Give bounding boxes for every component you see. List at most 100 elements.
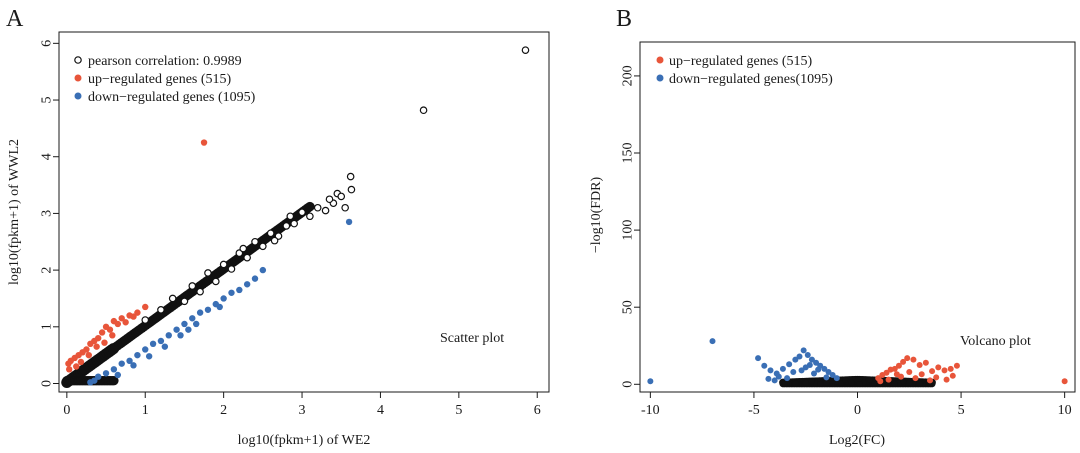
data-point-neutral — [782, 380, 788, 387]
data-point-neutral — [313, 203, 322, 212]
y-tick-label: 2 — [40, 267, 55, 274]
data-point-down — [806, 362, 813, 369]
data-point-down — [798, 367, 805, 374]
panel-a-y-axis-title: log10(fpkm+1) of WWL2 — [7, 139, 22, 285]
data-point-neutral — [848, 379, 855, 386]
data-point-down — [236, 286, 243, 294]
data-point-down — [829, 372, 836, 379]
data-point-down — [796, 353, 803, 360]
data-point-neutral — [802, 379, 809, 386]
data-point-neutral — [282, 222, 291, 230]
data-point-up — [877, 378, 884, 385]
data-point-neutral — [891, 380, 898, 387]
data-point-down — [815, 366, 822, 373]
data-point-neutral — [521, 46, 530, 54]
data-point-neutral — [239, 244, 248, 253]
panel-a-x-axis: 0 1 2 3 4 5 6 — [63, 392, 541, 418]
data-point-neutral — [419, 106, 428, 115]
data-point-down — [767, 367, 774, 374]
panel-b-x-axis: -10 -5 0 5 10 — [641, 392, 1072, 418]
x-tick-label: 2 — [220, 403, 227, 418]
data-point-up — [885, 376, 892, 383]
y-tick-label: 0 — [621, 381, 636, 388]
data-point-up — [77, 358, 85, 366]
legend-marker-up — [74, 74, 82, 82]
data-point-up — [949, 372, 956, 379]
data-point-neutral — [325, 195, 334, 204]
legend-marker-up — [656, 56, 664, 64]
y-tick-label: 4 — [40, 153, 55, 160]
data-point-neutral — [856, 380, 863, 387]
data-point-down — [833, 375, 840, 382]
data-point-neutral — [900, 378, 907, 385]
data-point-up — [912, 375, 919, 382]
panel-a-x-axis-title: log10(fpkm+1) of WE2 — [238, 433, 371, 448]
panel-a-legend: pearson correlation: 0.9989 up−regulated… — [74, 54, 256, 105]
data-point-down — [102, 370, 110, 377]
y-tick-label: 0 — [40, 380, 55, 387]
data-point-neutral — [219, 260, 228, 269]
data-point-up — [927, 377, 933, 384]
data-point-down — [345, 218, 353, 226]
x-tick-label: 3 — [299, 403, 306, 418]
data-point-down — [228, 289, 235, 296]
data-point-up — [918, 371, 925, 378]
y-tick-label: 100 — [621, 220, 636, 241]
dense-point — [109, 375, 119, 386]
dense-gene-cloud — [61, 201, 315, 388]
x-tick-label: 5 — [455, 403, 462, 418]
panel-a-plot-frame — [58, 31, 550, 393]
y-tick-label: 150 — [621, 143, 636, 164]
data-point-neutral — [270, 236, 279, 245]
data-point-up — [953, 362, 960, 369]
data-point-down — [790, 368, 797, 375]
panel-b-legend: up−regulated genes (515) down−regulated … — [656, 54, 833, 87]
x-tick-label: 0 — [854, 403, 861, 418]
data-point-neutral — [306, 212, 314, 221]
data-point-neutral — [792, 380, 799, 387]
data-point-down — [196, 309, 204, 316]
data-point-down — [251, 275, 259, 282]
legend-marker-down — [74, 92, 82, 100]
data-point-neutral — [842, 376, 849, 383]
data-point-down — [134, 351, 141, 359]
data-point-up — [65, 360, 72, 367]
data-point-up — [122, 319, 129, 326]
data-point-up — [922, 359, 929, 366]
panel-a-points — [61, 46, 530, 388]
data-point-neutral — [837, 380, 844, 387]
data-point-down — [189, 315, 196, 322]
data-point-neutral — [817, 380, 824, 387]
data-point-up — [93, 343, 100, 350]
data-point-up — [200, 139, 208, 146]
data-point-up — [142, 303, 149, 311]
data-point-down — [755, 355, 762, 362]
data-point-down — [161, 343, 169, 350]
data-point-neutral — [286, 212, 295, 221]
data-point-neutral — [212, 277, 220, 286]
data-point-up — [941, 367, 948, 374]
y-tick-label: 50 — [621, 300, 636, 314]
y-tick-label: 200 — [621, 65, 636, 86]
x-tick-label: 1 — [142, 403, 149, 418]
data-point-neutral — [298, 208, 306, 217]
data-point-neutral — [204, 269, 212, 277]
panel-b: B -10 -5 0 5 10 0 50 100 150 200 Log2(FC) −log10… — [589, 6, 1076, 448]
data-point-up — [943, 376, 950, 383]
data-point-up — [895, 362, 902, 369]
legend-marker-pearson — [74, 56, 82, 64]
x-tick-label: -5 — [748, 403, 760, 418]
data-point-down — [193, 320, 200, 328]
legend-label-down: down−regulated genes(1095) — [669, 72, 833, 87]
data-point-neutral — [180, 297, 189, 306]
panel-a-label: A — [6, 6, 24, 32]
y-tick-label: 6 — [40, 40, 55, 47]
data-point-up — [900, 358, 907, 365]
data-point-down — [761, 362, 768, 369]
y-tick-label: 1 — [40, 323, 55, 330]
data-point-neutral — [346, 172, 355, 181]
data-point-down — [259, 266, 267, 274]
data-point-down — [204, 306, 212, 313]
legend-label-up: up−regulated genes (515) — [88, 72, 232, 87]
data-point-down — [220, 295, 227, 302]
